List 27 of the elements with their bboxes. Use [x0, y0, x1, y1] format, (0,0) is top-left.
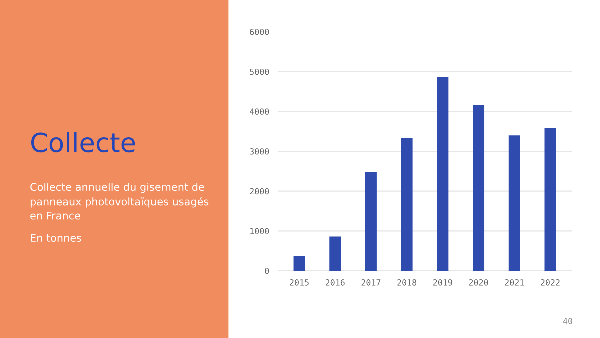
- x-tick-label: 2015: [290, 280, 309, 286]
- bar: [330, 236, 342, 271]
- y-tick-label: 1000: [250, 228, 270, 234]
- y-tick-label: 4000: [250, 108, 270, 115]
- y-tick-label: 6000: [250, 29, 270, 36]
- x-tick-label: 2016: [326, 280, 345, 286]
- text: Collecte annuelle du gisement de panneaux photovoltaïques usagés en France: [30, 183, 209, 220]
- x-tick-label: 2019: [434, 280, 452, 286]
- bar: [544, 128, 556, 271]
- bar: [365, 172, 377, 271]
- bar: [401, 138, 413, 271]
- bar: [294, 256, 306, 271]
- x-tick-label: 2022: [541, 280, 560, 286]
- y-tick-label: 3000: [250, 148, 270, 155]
- bar: [473, 105, 485, 271]
- x-tick-label: 2017: [362, 280, 381, 286]
- y-tick-label: 5000: [250, 68, 270, 76]
- y-tick-label: 0: [265, 268, 270, 274]
- x-tick-label: 2020: [469, 280, 488, 286]
- y-tick-label: 2000: [250, 188, 270, 195]
- text: En tonnes: [31, 234, 82, 242]
- x-tick-label: 2018: [398, 280, 417, 286]
- x-tick-label: 2021: [505, 280, 524, 286]
- bar: [437, 77, 449, 271]
- text: 40: [563, 318, 572, 324]
- bar: [508, 136, 520, 271]
- text: Collecte: [31, 132, 136, 153]
